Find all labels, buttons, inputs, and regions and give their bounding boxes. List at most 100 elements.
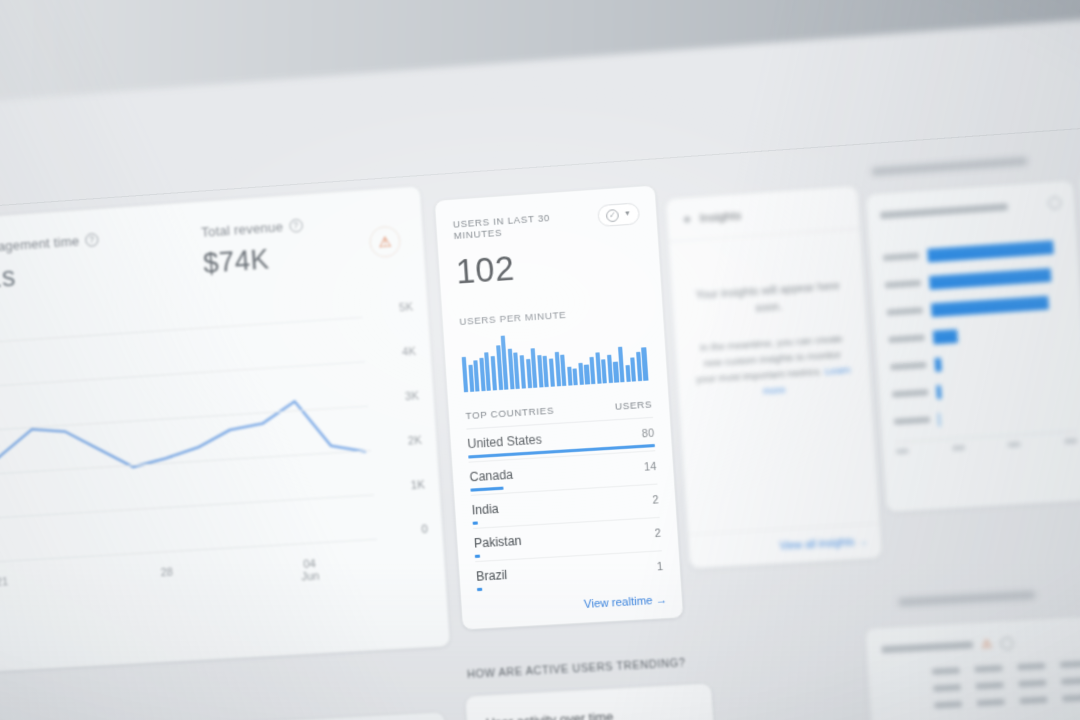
right-bar-chart-card: [864, 179, 1080, 513]
minute-bar: [461, 356, 469, 393]
country-name: Canada: [469, 467, 514, 485]
y-axis-labels: 5K 4K 3K 2K 1K 0: [382, 301, 429, 547]
minute-bar: [601, 359, 608, 384]
browser-chrome-blur: [0, 0, 1080, 113]
hbar: [930, 295, 1050, 317]
minute-bar: [519, 355, 526, 389]
country-users: 1: [656, 560, 664, 574]
country-users: 14: [643, 460, 657, 474]
x-tick: 21: [0, 575, 9, 589]
bottom-left-card: [0, 711, 451, 720]
hbar-label-illegible: [890, 361, 927, 371]
hbar-label-illegible: [888, 334, 925, 344]
y-tick: 0: [420, 523, 429, 537]
minute-bar: [606, 354, 614, 384]
minute-bar: [566, 367, 573, 386]
hbar: [927, 239, 1054, 262]
overview-metrics-card: Average engagement time ? 1m 51s Total r…: [0, 185, 451, 675]
minute-bar: [618, 346, 625, 383]
hbar-label-illegible: [886, 307, 923, 316]
metric-engagement-time: Average engagement time ? 1m 51s: [0, 232, 101, 299]
help-icon[interactable]: ?: [84, 232, 99, 248]
active-users-question: HOW ARE ACTIVE USERS TRENDING?: [466, 656, 686, 682]
table-rows-illegible: [883, 658, 1080, 711]
view-all-insights-link[interactable]: View all insights →: [779, 536, 869, 553]
view-realtime-link[interactable]: View realtime →: [583, 593, 668, 612]
hbar: [932, 328, 959, 344]
realtime-card: USERS IN LAST 30 MINUTES ✓ ▼ 102 USERS P…: [433, 184, 685, 631]
minute-bar: [530, 347, 538, 388]
engagement-line-chart: [0, 316, 377, 568]
minute-bar: [630, 357, 637, 382]
insights-empty-message: Your insights will appear here soon.: [695, 279, 841, 315]
country-users: 2: [652, 493, 659, 507]
hbar-label-illegible: [893, 416, 931, 425]
minute-bar: [641, 347, 648, 381]
country-name: Pakistan: [473, 533, 523, 551]
card-title-illegible: [881, 641, 974, 654]
hbar-label-illegible: [891, 389, 929, 398]
right-bar-chart: [882, 232, 1076, 435]
country-users: 2: [654, 527, 662, 541]
users-per-minute-label: USERS PER MINUTE: [459, 309, 567, 329]
minute-bar: [560, 355, 567, 387]
insights-title: Insights: [699, 209, 742, 226]
x-axis-labels: 21 28 04 Jun: [0, 554, 381, 620]
metric-revenue-label: Total revenue: [200, 218, 284, 241]
realtime-user-count: 102: [454, 248, 516, 291]
minute-bar: [584, 364, 590, 385]
warning-triangle-icon: ⚠: [377, 233, 392, 251]
metric-engagement-label: Average engagement time: [0, 233, 80, 259]
hbar-label-illegible: [884, 279, 922, 289]
check-circle-icon: ✓: [605, 208, 620, 222]
minute-bar: [625, 364, 631, 382]
hbar: [928, 267, 1052, 290]
card-title-illegible: [879, 202, 1008, 219]
metric-total-revenue: Total revenue ? $74K: [201, 218, 306, 280]
hbar: [936, 384, 942, 399]
country-users: 80: [641, 427, 655, 441]
top-countries-header: TOP COUNTRIES: [465, 405, 555, 423]
help-icon[interactable]: [1000, 636, 1014, 650]
y-tick: 5K: [398, 301, 414, 315]
x-tick: 28: [160, 566, 174, 580]
insights-sparkle-icon: ✦: [681, 212, 693, 228]
warning-badge[interactable]: ⚠: [368, 225, 402, 259]
realtime-title: USERS IN LAST 30 MINUTES: [452, 212, 551, 243]
minute-bar: [589, 356, 596, 385]
y-tick: 1K: [410, 478, 426, 493]
users-per-minute-bars: [460, 326, 650, 393]
bottom-right-card: ⚠: [864, 612, 1080, 720]
help-icon[interactable]: ?: [288, 218, 303, 233]
users-header: USERS: [614, 399, 653, 413]
insights-hint-text: In the meantime, you can create new cust…: [695, 332, 844, 386]
country-bar: [474, 554, 480, 558]
minute-bar: [548, 358, 555, 387]
insights-card: ✦ Insights Your insights will appear her…: [664, 184, 883, 570]
minute-bar: [578, 363, 584, 385]
engagement-line: [0, 317, 377, 568]
country-bar: [476, 587, 482, 591]
user-activity-card: User activity over time: [464, 682, 718, 720]
help-icon[interactable]: [1047, 196, 1062, 210]
divider: [688, 522, 880, 536]
bottom-right-heading: [898, 591, 1037, 607]
minute-bar: [490, 356, 498, 391]
y-tick: 3K: [404, 390, 420, 404]
y-tick: 4K: [401, 345, 417, 359]
y-tick: 2K: [407, 434, 423, 448]
country-bar: [470, 486, 504, 492]
hbar: [938, 412, 941, 426]
country-bar: [472, 521, 478, 525]
minute-bar: [572, 367, 579, 386]
chevron-down-icon: ▼: [623, 210, 632, 218]
metric-engagement-value: 1m 51s: [0, 261, 17, 298]
right-section-heading: [871, 157, 1032, 176]
hbar-label-illegible: [882, 252, 920, 262]
warning-triangle-icon[interactable]: ⚠: [981, 637, 993, 652]
metric-revenue-value: $74K: [202, 243, 271, 279]
axis-ticks-illegible: [895, 430, 1078, 455]
minute-bar: [613, 361, 619, 383]
realtime-status-dropdown[interactable]: ✓ ▼: [597, 202, 641, 228]
